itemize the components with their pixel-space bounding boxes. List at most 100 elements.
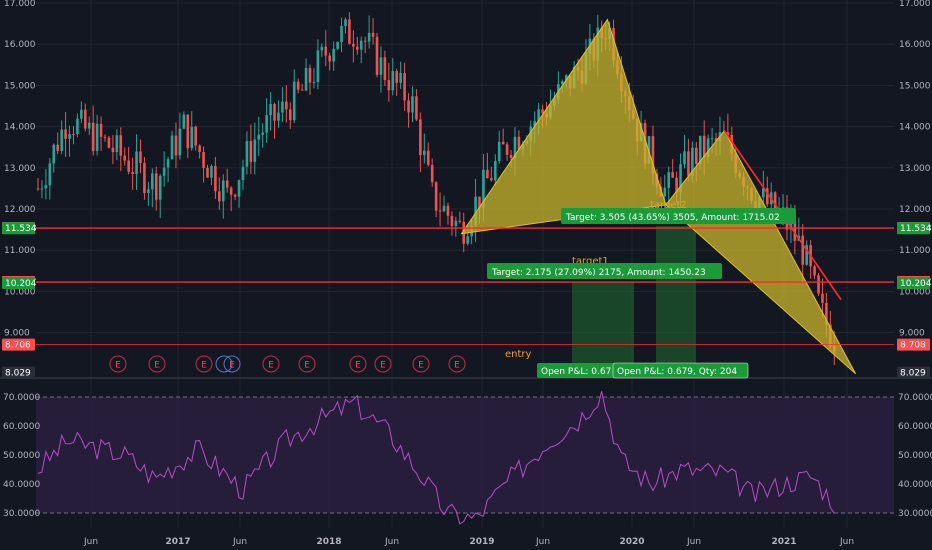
candle-body bbox=[493, 161, 497, 181]
candle-body bbox=[143, 162, 146, 194]
earnings-marker bbox=[109, 355, 127, 373]
price-tag-label: 11.534 bbox=[900, 224, 932, 234]
candle-body bbox=[458, 220, 462, 222]
price-tag bbox=[897, 366, 930, 379]
candle-body bbox=[245, 141, 249, 167]
candle-body bbox=[647, 136, 651, 164]
candle-body bbox=[415, 96, 418, 120]
candle-body bbox=[454, 220, 458, 226]
candle-body bbox=[281, 101, 284, 113]
candle-body bbox=[671, 172, 674, 178]
candle-body bbox=[218, 191, 221, 202]
candle-body bbox=[221, 180, 225, 202]
candle-body bbox=[762, 188, 765, 198]
candle-body bbox=[505, 144, 509, 155]
earnings-marker-label: E bbox=[418, 361, 424, 371]
candle-body bbox=[296, 81, 300, 90]
candle-body bbox=[154, 173, 158, 200]
candle-body bbox=[419, 119, 422, 156]
candle-body bbox=[119, 135, 123, 156]
candle-body bbox=[147, 189, 150, 194]
earnings-marker-label: E bbox=[355, 361, 361, 371]
candle-body bbox=[442, 205, 446, 212]
price-tick-label: 11.000 bbox=[899, 246, 931, 256]
rsi-tick-label: 70.0000 bbox=[3, 393, 40, 403]
candle-body bbox=[359, 40, 363, 50]
candle-body bbox=[474, 196, 477, 226]
pnl2-box[interactable] bbox=[612, 362, 749, 379]
candle-body bbox=[178, 128, 182, 156]
candle-body bbox=[44, 185, 48, 189]
price-tick-label: 17.000 bbox=[4, 0, 36, 9]
price-tag bbox=[2, 222, 35, 235]
candle-body bbox=[726, 132, 730, 135]
candle-body bbox=[438, 210, 442, 212]
candle-body bbox=[170, 135, 174, 160]
price-tick-label: 9.000 bbox=[4, 329, 30, 339]
candle-body bbox=[706, 138, 710, 158]
price-tick-label: 14.000 bbox=[899, 123, 931, 133]
candle-body bbox=[277, 112, 280, 121]
candle-body bbox=[158, 175, 162, 200]
price-tags: 11.53811.53810.22710.2278.7088.70811.534… bbox=[2, 222, 932, 379]
candle-body bbox=[214, 165, 217, 192]
candle-body bbox=[691, 147, 694, 176]
candle-body bbox=[675, 177, 678, 193]
candle-body bbox=[52, 144, 56, 164]
target2-box[interactable] bbox=[561, 208, 796, 224]
candle-body bbox=[320, 46, 324, 51]
price-tick-label: 12.000 bbox=[4, 205, 36, 215]
pnl1-label: Open P&L: 0.67 bbox=[541, 367, 611, 377]
price-tag bbox=[2, 338, 35, 351]
price-tag-label: 10.204 bbox=[5, 279, 37, 289]
earnings-marker-label: E bbox=[454, 361, 460, 371]
time-tick-label: Jun bbox=[232, 537, 247, 547]
candle-body bbox=[151, 173, 154, 190]
candle-body bbox=[430, 164, 434, 183]
price-tag bbox=[2, 276, 35, 289]
time-axis: Jun 2017 Jun 2018 Jun 2019 Jun 2020 Jun 2021 Jun bbox=[83, 537, 854, 547]
candle-body bbox=[324, 46, 328, 56]
left-price-axis: 17.000 16.000 15.000 14.000 13.000 12.000 11.0… bbox=[4, 0, 36, 339]
candle-body bbox=[80, 109, 83, 119]
price-tag bbox=[2, 366, 35, 379]
candle-body bbox=[537, 109, 540, 121]
candle-body bbox=[695, 147, 698, 164]
candle-body bbox=[60, 129, 63, 151]
target1-box[interactable] bbox=[487, 263, 722, 279]
candle-body bbox=[423, 150, 426, 156]
candle-body bbox=[352, 43, 355, 47]
candle-body bbox=[237, 180, 241, 197]
time-tick-label: Jun bbox=[839, 537, 854, 547]
target1-label: Target: 2.175 (27.09%) 2175, Amount: 145… bbox=[491, 268, 706, 278]
pnl1-box[interactable] bbox=[537, 363, 617, 378]
price-tag bbox=[897, 338, 930, 351]
candle-body bbox=[269, 103, 272, 116]
candle-body bbox=[300, 89, 304, 91]
earnings-marker bbox=[374, 355, 392, 373]
candle-body bbox=[482, 169, 485, 208]
candle-body bbox=[253, 139, 257, 162]
candle-body bbox=[698, 135, 702, 164]
time-tick-label: 2019 bbox=[469, 537, 494, 547]
candle-body bbox=[273, 103, 276, 121]
time-tick-label: Jun bbox=[83, 537, 98, 547]
price-tick-label: 14.000 bbox=[4, 123, 36, 133]
candle-body bbox=[182, 114, 186, 129]
harmonic-pattern bbox=[460, 18, 857, 375]
candle-body bbox=[702, 135, 706, 158]
rsi-band bbox=[36, 397, 894, 513]
earnings-marker bbox=[148, 355, 166, 373]
price-tag bbox=[897, 276, 930, 289]
candle-body bbox=[265, 115, 268, 133]
candle-body bbox=[340, 25, 343, 42]
candle-body bbox=[48, 163, 52, 186]
candle-body bbox=[174, 135, 178, 156]
price-tag-label: 8.708 bbox=[900, 341, 926, 351]
pnl2-label: Open P&L: 0.679, Qty: 204 bbox=[617, 367, 737, 377]
candle-body bbox=[541, 109, 544, 114]
candle-body bbox=[285, 101, 288, 110]
candle-body bbox=[202, 152, 205, 168]
candle-body bbox=[225, 180, 229, 188]
